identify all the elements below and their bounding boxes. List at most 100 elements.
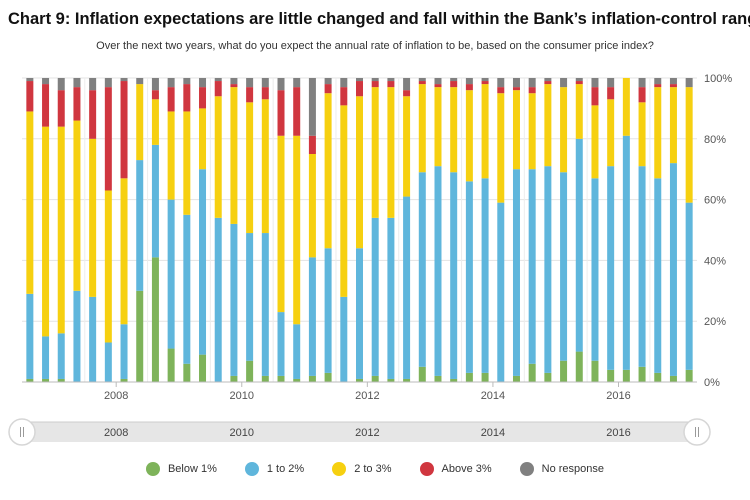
bar-segment-below1 (560, 361, 567, 382)
bar-segment-no-response (450, 78, 457, 81)
bar-segment-below1 (623, 370, 630, 382)
bar-segment-above3 (670, 84, 677, 87)
bar-segment-two-to-three (654, 87, 661, 178)
bar-segment-one-to-two (278, 312, 285, 376)
bar-segment-above3 (121, 81, 128, 178)
bar-segment-one-to-two (670, 163, 677, 376)
bar-segment-no-response (278, 78, 285, 90)
bar-segment-one-to-two (686, 203, 693, 370)
bar-segment-one-to-two (89, 297, 96, 382)
bar-segment-one-to-two (497, 203, 504, 382)
navigator-right-handle[interactable] (684, 419, 710, 445)
bar-segment-no-response (607, 78, 614, 87)
legend-label-2-to-3: 2 to 3% (354, 463, 391, 475)
bar-segment-two-to-three (246, 102, 253, 233)
bar-segment-two-to-three (26, 111, 33, 293)
legend-item-above-3[interactable]: Above 3% (420, 462, 492, 476)
bar-segment-above3 (262, 87, 269, 99)
bar-segment-above3 (372, 81, 379, 87)
y-tick-label: 80% (704, 134, 726, 146)
bar-segment-one-to-two (544, 166, 551, 373)
bar-segment-above3 (576, 81, 583, 84)
bar-segment-one-to-two (73, 291, 80, 382)
bar-segment-below1 (686, 370, 693, 382)
bar-segment-above3 (215, 81, 222, 96)
bar-segment-one-to-two (325, 248, 332, 373)
bar-segment-one-to-two (183, 215, 190, 364)
bar-segment-no-response (560, 78, 567, 87)
bar-segment-above3 (246, 87, 253, 102)
bar-segment-below1 (262, 376, 269, 382)
bar-segment-two-to-three (215, 96, 222, 218)
navigator-year-label: 2010 (230, 427, 254, 439)
bar-segment-one-to-two (560, 172, 567, 360)
bar-segment-two-to-three (278, 136, 285, 312)
bar-segment-above3 (293, 87, 300, 136)
bar-segment-below1 (372, 376, 379, 382)
bar-segment-above3 (89, 90, 96, 139)
bar-segment-above3 (168, 87, 175, 111)
x-tick-label: 2010 (230, 390, 254, 402)
bar-segment-two-to-three (466, 90, 473, 181)
bar-segment-two-to-three (42, 127, 49, 337)
bar-segment-below1 (576, 352, 583, 382)
bar-segment-two-to-three (105, 190, 112, 342)
bar-segment-two-to-three (497, 93, 504, 202)
bar-segment-above3 (152, 90, 159, 99)
stacked-bar-chart: 0%20%40%60%80%100%2008 2010 2012 2014 201620… (0, 0, 750, 460)
navigator-year-label: 2008 (104, 427, 128, 439)
bar-segment-one-to-two (529, 169, 536, 364)
bar-segment-above3 (544, 81, 551, 84)
bar-segment-two-to-three (560, 87, 567, 172)
bar-segment-below1 (325, 373, 332, 382)
bar-segment-two-to-three (544, 84, 551, 166)
bar-segment-no-response (513, 78, 520, 87)
legend-item-below-1[interactable]: Below 1% (146, 462, 217, 476)
navigator-left-handle[interactable] (9, 419, 35, 445)
legend-item-1-to-2[interactable]: 1 to 2% (245, 462, 304, 476)
bar-segment-no-response (434, 78, 441, 84)
bar-segment-no-response (183, 78, 190, 84)
bar-segment-below1 (544, 373, 551, 382)
y-tick-label: 0% (704, 377, 720, 389)
bar-segment-above3 (482, 81, 489, 84)
bar-segment-below1 (513, 376, 520, 382)
bar-segment-one-to-two (309, 257, 316, 376)
bar-segment-one-to-two (576, 139, 583, 352)
bar-segment-no-response (168, 78, 175, 87)
bar-segment-above3 (466, 84, 473, 90)
bar-segment-above3 (434, 84, 441, 87)
bar-segment-no-response (293, 78, 300, 87)
bar-segment-above3 (356, 81, 363, 96)
legend-item-2-to-3[interactable]: 2 to 3% (332, 462, 391, 476)
bar-segment-two-to-three (121, 178, 128, 324)
bar-segment-no-response (262, 78, 269, 87)
bar-segment-one-to-two (293, 324, 300, 379)
bar-segment-no-response (89, 78, 96, 90)
bar-segment-below1 (183, 364, 190, 382)
bar-segment-two-to-three (183, 111, 190, 214)
y-tick-label: 60% (704, 195, 726, 207)
bar-segment-no-response (136, 78, 143, 84)
bar-segment-one-to-two (168, 200, 175, 349)
bar-segment-two-to-three (387, 87, 394, 218)
bar-segment-no-response (529, 78, 536, 87)
bar-segment-no-response (105, 78, 112, 87)
bar-segment-two-to-three (199, 108, 206, 169)
legend-label-below-1: Below 1% (168, 463, 217, 475)
bar-segment-one-to-two (356, 248, 363, 379)
legend-item-no-response[interactable]: No response (520, 462, 604, 476)
bar-segment-above3 (26, 81, 33, 111)
bar-segment-one-to-two (230, 224, 237, 376)
bar-segment-above3 (199, 87, 206, 108)
bar-segment-two-to-three (607, 99, 614, 166)
bar-segment-no-response (654, 78, 661, 84)
bar-segment-below1 (199, 355, 206, 382)
bar-segment-two-to-three (576, 84, 583, 139)
bar-segment-two-to-three (434, 87, 441, 166)
bar-segment-two-to-three (529, 93, 536, 169)
bar-segment-below1 (168, 349, 175, 382)
legend-swatch-below-1 (146, 462, 160, 476)
bar-segment-no-response (58, 78, 65, 90)
bar-segment-two-to-three (623, 78, 630, 136)
